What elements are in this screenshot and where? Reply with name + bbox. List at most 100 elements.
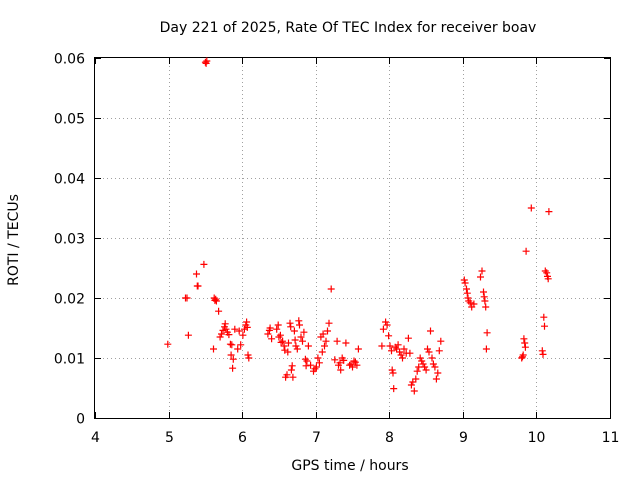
data-point xyxy=(382,318,390,326)
data-point xyxy=(406,349,414,357)
data-point xyxy=(480,288,487,296)
data-point xyxy=(266,324,274,332)
data-point xyxy=(428,354,436,362)
y-tick-label: 0.04 xyxy=(54,172,85,188)
plot-frame xyxy=(94,57,611,419)
data-point xyxy=(419,360,427,368)
data-point xyxy=(437,337,445,345)
data-point xyxy=(279,337,287,345)
data-point xyxy=(432,375,440,383)
x-tick-label: 9 xyxy=(459,430,468,446)
data-point xyxy=(466,299,474,307)
axis-ticks xyxy=(95,58,611,419)
data-point xyxy=(388,347,395,355)
data-point xyxy=(237,341,245,349)
y-tick-label: 0.03 xyxy=(54,232,85,248)
data-point xyxy=(429,360,437,368)
y-axis-label: ROTI / TECUs xyxy=(6,194,22,286)
data-point xyxy=(276,331,284,339)
data-point xyxy=(219,326,227,334)
data-point xyxy=(541,322,548,330)
data-point xyxy=(379,325,387,333)
data-point xyxy=(519,353,526,361)
data-point xyxy=(297,333,305,341)
data-point xyxy=(299,337,306,345)
data-point xyxy=(481,297,489,305)
data-point xyxy=(394,341,402,349)
data-point xyxy=(539,350,547,358)
data-point xyxy=(527,204,535,212)
data-point xyxy=(418,357,426,365)
data-point xyxy=(314,354,322,362)
data-point xyxy=(231,325,239,333)
data-point xyxy=(409,378,417,386)
data-point xyxy=(543,269,551,277)
x-tick-label: 10 xyxy=(528,430,546,446)
x-tick-label: 4 xyxy=(91,430,100,446)
data-point xyxy=(415,363,423,371)
data-point xyxy=(337,366,345,374)
data-point xyxy=(277,338,285,346)
data-point xyxy=(212,297,220,305)
data-point xyxy=(300,328,308,336)
data-point xyxy=(521,339,529,347)
data-point xyxy=(482,303,490,311)
data-point xyxy=(385,332,393,340)
data-point xyxy=(404,334,412,342)
y-tick-label: 0.02 xyxy=(54,292,85,308)
data-point xyxy=(386,342,394,350)
data-point xyxy=(264,330,272,338)
data-point xyxy=(212,295,220,303)
data-point xyxy=(296,321,303,329)
data-points xyxy=(164,57,553,395)
data-point xyxy=(521,343,529,351)
tick-labels: 0 0.01 0.02 0.03 0.04 0.05 0.06 4 5 6 7 8 9 10 11 xyxy=(54,52,620,447)
data-point xyxy=(427,327,434,335)
data-point xyxy=(287,323,295,331)
data-point xyxy=(288,362,296,370)
data-point xyxy=(312,363,320,371)
data-point xyxy=(229,364,237,372)
data-point xyxy=(203,57,211,65)
data-point xyxy=(353,361,361,369)
data-point xyxy=(396,348,404,356)
data-point xyxy=(349,363,356,371)
data-point xyxy=(378,342,386,350)
data-point xyxy=(336,359,344,367)
data-point xyxy=(410,387,418,395)
data-point xyxy=(520,335,528,343)
data-point xyxy=(397,351,405,359)
data-point xyxy=(393,345,401,353)
data-point xyxy=(307,361,315,369)
data-point xyxy=(545,208,553,216)
data-point xyxy=(239,331,247,339)
chart-title: Day 221 of 2025, Rate Of TEC Index for r… xyxy=(160,20,537,36)
data-point xyxy=(319,330,327,338)
data-point xyxy=(460,276,468,284)
data-point xyxy=(287,366,295,374)
x-tick-label: 7 xyxy=(312,430,321,446)
data-point xyxy=(280,342,288,350)
data-point xyxy=(210,345,217,353)
data-point xyxy=(347,360,355,368)
data-point xyxy=(321,342,328,350)
data-point xyxy=(243,323,251,331)
data-point xyxy=(286,319,294,327)
data-point xyxy=(463,289,471,297)
data-point xyxy=(538,347,546,355)
data-point xyxy=(354,345,362,353)
data-point xyxy=(184,331,192,339)
data-point xyxy=(424,345,431,353)
data-point xyxy=(194,282,202,290)
data-point xyxy=(399,354,406,362)
data-point xyxy=(389,369,397,377)
data-point xyxy=(324,327,331,335)
data-point xyxy=(425,348,433,356)
data-point xyxy=(522,247,530,255)
data-point xyxy=(342,339,350,347)
data-point xyxy=(340,356,348,364)
data-point xyxy=(221,320,229,328)
data-point xyxy=(331,356,339,364)
data-point xyxy=(478,267,486,275)
